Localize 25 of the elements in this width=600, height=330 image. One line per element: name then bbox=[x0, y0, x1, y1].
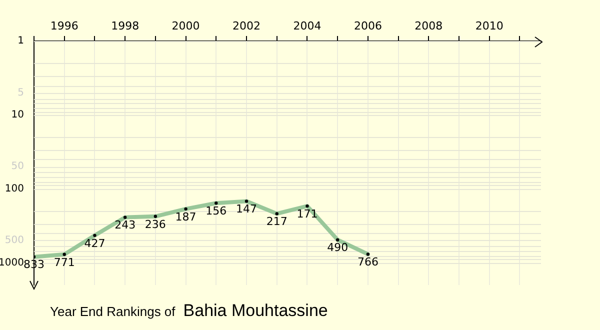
data-label: 147 bbox=[236, 202, 258, 216]
data-label: 766 bbox=[357, 256, 378, 269]
text: Bahia Mouhtassine bbox=[183, 301, 328, 320]
data-label: 217 bbox=[266, 215, 288, 228]
y-tick-label: 100 bbox=[4, 183, 24, 194]
y-tick-label: 1 bbox=[18, 36, 24, 47]
data-label: 243 bbox=[114, 218, 136, 232]
data-label: 171 bbox=[296, 207, 318, 220]
x-tick-label: 2008 bbox=[414, 19, 443, 32]
x-tick-label: 1998 bbox=[111, 19, 140, 32]
data-label: 490 bbox=[327, 241, 348, 254]
text: Year End Rankings of bbox=[50, 304, 176, 319]
x-tick-label: 2000 bbox=[172, 19, 200, 32]
data-label: 427 bbox=[84, 236, 106, 250]
data-label: 187 bbox=[175, 210, 196, 224]
x-tick-label: 2006 bbox=[354, 19, 382, 32]
y-tick-label: 10 bbox=[11, 110, 24, 121]
x-tick-label: 2004 bbox=[293, 19, 322, 32]
x-tick-label: 1996 bbox=[50, 19, 78, 32]
x-tick-label: 2010 bbox=[475, 19, 504, 32]
data-label: 156 bbox=[206, 204, 227, 218]
y-tick-label: 1000 bbox=[0, 257, 24, 268]
data-label: 236 bbox=[144, 218, 166, 231]
data-label: 771 bbox=[54, 256, 75, 269]
x-tick-label: 2002 bbox=[232, 19, 261, 32]
